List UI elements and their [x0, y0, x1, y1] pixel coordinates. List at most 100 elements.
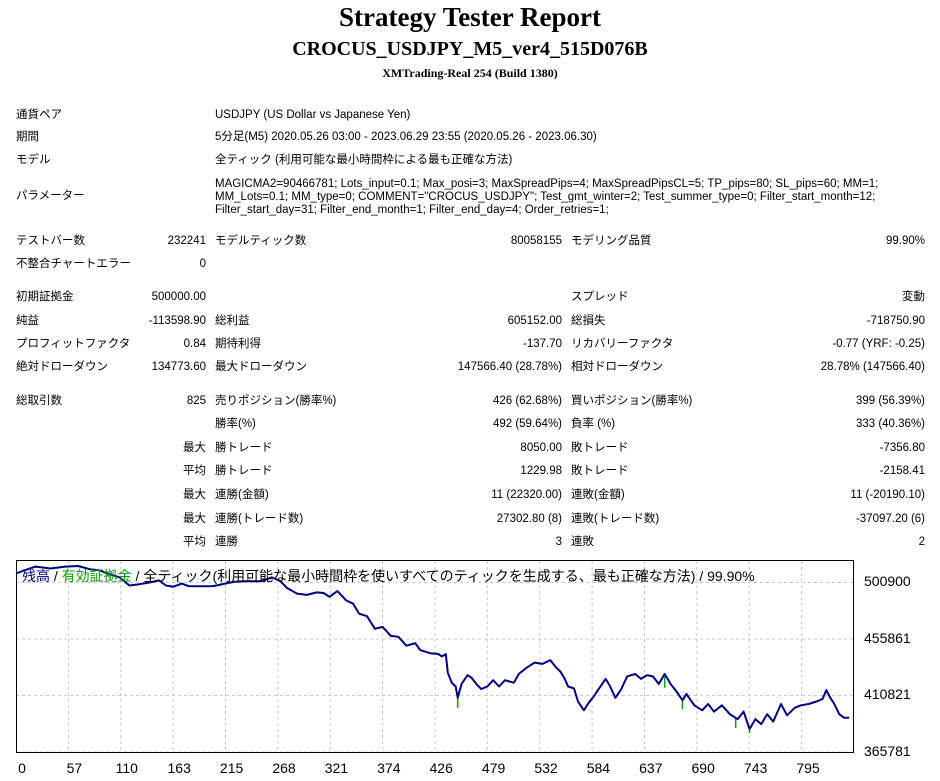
rel-dd-label: 相対ドローダウン: [571, 361, 663, 373]
y-tick-label: 365781: [864, 743, 911, 759]
short-label: 売りポジション(勝率%): [215, 395, 337, 407]
x-tick-label: 479: [481, 760, 506, 776]
quality-label: モデリング品質: [571, 235, 652, 247]
spread-label: スプレッド: [571, 291, 629, 303]
avg-cons-win-label: 連勝: [215, 536, 238, 548]
gross-profit-value: 605152.00: [507, 315, 562, 327]
x-tick-label: 321: [324, 760, 349, 776]
max-dd-value: 147566.40 (28.78%): [457, 361, 562, 373]
x-tick-label: 690: [691, 760, 715, 776]
avg-word: 平均: [183, 465, 206, 477]
deposit-value: 500000.00: [151, 291, 206, 303]
cons-win-amt-label: 連勝(金額): [215, 489, 269, 501]
params-value: MAGICMA2=90466781; Lots_input=0.1; Max_p…: [215, 178, 879, 216]
expected-value: -137.70: [522, 338, 562, 350]
max-word: 最大: [183, 442, 206, 454]
x-tick-label: 532: [534, 760, 558, 776]
avg-word: 平均: [183, 536, 206, 548]
winrate-value: 492 (59.64%): [492, 418, 562, 430]
chart-frame: [16, 560, 854, 753]
total-label: 総取引数: [16, 395, 62, 407]
avg-cons-loss-value: 2: [918, 536, 925, 548]
x-tick-label: 637: [639, 760, 663, 776]
abs-dd-value: 134773.60: [151, 361, 206, 373]
avg-cons-win-value: 3: [555, 536, 562, 548]
legend-equity: 有効証拠金: [61, 568, 132, 584]
long-value: 399 (56.39%): [855, 395, 925, 407]
symbol-value: USDJPY (US Dollar vs Japanese Yen): [215, 109, 411, 121]
deposit-label: 初期証拠金: [16, 291, 74, 303]
avg-cons-loss-label: 連敗: [571, 536, 594, 548]
x-tick-label: 426: [429, 760, 453, 776]
mismatch-label: 不整合チャートエラー: [16, 258, 131, 270]
rel-dd-value: 28.78% (147566.40): [820, 361, 925, 373]
long-label: 買いポジション(勝率%): [571, 395, 693, 407]
avg-win-label: 勝トレード: [215, 465, 273, 477]
abs-dd-label: 絶対ドローダウン: [16, 361, 108, 373]
max-word: 最大: [183, 513, 206, 525]
max-loss-label: 敗トレード: [571, 442, 629, 454]
gross-loss-label: 総損失: [571, 315, 606, 327]
bars-label: テストバー数: [16, 235, 85, 247]
legend-balance: 残高: [22, 568, 50, 584]
cons-loss-cnt-label: 連敗(トレード数): [571, 513, 660, 525]
expected-label: 期待利得: [215, 338, 261, 350]
x-tick-label: 57: [66, 760, 83, 776]
recovery-label: リカバリーファクタ: [571, 338, 674, 350]
x-tick-label: 110: [115, 760, 138, 776]
lossrate-value: 333 (40.36%): [855, 418, 925, 430]
gross-loss-value: -718750.90: [866, 315, 925, 327]
params-label: パラメーター: [16, 190, 85, 202]
max-loss-value: -7356.80: [879, 442, 925, 454]
x-tick-label: 795: [796, 760, 820, 776]
x-tick-label: 0: [18, 760, 26, 776]
balance-series: [15, 565, 850, 731]
cons-win-cnt-value: 27302.80 (8): [496, 513, 562, 525]
max-win-value: 8050.00: [520, 442, 562, 454]
gross-profit-label: 総利益: [215, 315, 250, 327]
model-value: 全ティック (利用可能な最小時間枠による最も正確な方法): [215, 154, 513, 166]
spread-value: 変動: [902, 291, 925, 303]
ticks-label: モデルティック数: [215, 235, 307, 247]
x-tick-label: 215: [219, 760, 244, 776]
cons-win-amt-value: 11 (22320.00): [491, 489, 562, 501]
server-build: XMTrading-Real 254 (Build 1380): [382, 66, 558, 80]
net-value: -113598.90: [148, 315, 206, 327]
report-title: Strategy Tester Report: [339, 2, 601, 32]
legend-separator: /: [50, 568, 62, 584]
x-tick-label: 743: [743, 760, 768, 776]
max-win-label: 勝トレード: [215, 442, 273, 454]
avg-loss-value: -2158.41: [879, 465, 925, 477]
y-tick-label: 500900: [864, 573, 911, 590]
x-tick-label: 163: [167, 760, 191, 776]
winrate-label: 勝率(%): [215, 418, 256, 430]
max-dd-label: 最大ドローダウン: [215, 361, 307, 373]
pf-value: 0.84: [183, 338, 206, 350]
max-word: 最大: [183, 489, 206, 501]
cons-loss-cnt-value: -37097.20 (6): [855, 513, 925, 525]
symbol-label: 通貨ペア: [16, 109, 62, 121]
avg-win-value: 1229.98: [520, 465, 562, 477]
avg-loss-label: 敗トレード: [571, 465, 629, 477]
bars-value: 232241: [167, 235, 206, 247]
ticks-value: 80058155: [510, 235, 562, 247]
y-tick-label: 455861: [864, 629, 911, 646]
total-value: 825: [186, 395, 206, 407]
model-label: モデル: [16, 154, 51, 166]
legend-description: / 全ティック(利用可能な最小時間枠を使いすべてのティックを生成する、最も正確な…: [131, 568, 755, 584]
pf-label: プロフィットファクタ: [16, 338, 131, 350]
quality-value: 99.90%: [885, 235, 925, 247]
cons-loss-amt-value: 11 (-20190.10): [850, 489, 925, 501]
period-label: 期間: [16, 131, 39, 143]
x-tick-label: 374: [377, 760, 401, 776]
x-tick-label: 584: [586, 760, 611, 776]
cons-loss-amt-label: 連敗(金額): [571, 489, 625, 501]
y-tick-label: 410821: [864, 686, 911, 703]
x-tick-label: 268: [272, 760, 296, 776]
lossrate-label: 負率 (%): [571, 418, 616, 430]
mismatch-value: 0: [199, 258, 206, 270]
short-value: 426 (62.68%): [492, 395, 562, 407]
recovery-value: -0.77 (YRF: -0.25): [832, 338, 925, 350]
chart-legend: 残高 / 有効証拠金 / 全ティック(利用可能な最小時間枠を使いすべてのティック…: [22, 566, 755, 586]
net-label: 純益: [16, 315, 39, 327]
